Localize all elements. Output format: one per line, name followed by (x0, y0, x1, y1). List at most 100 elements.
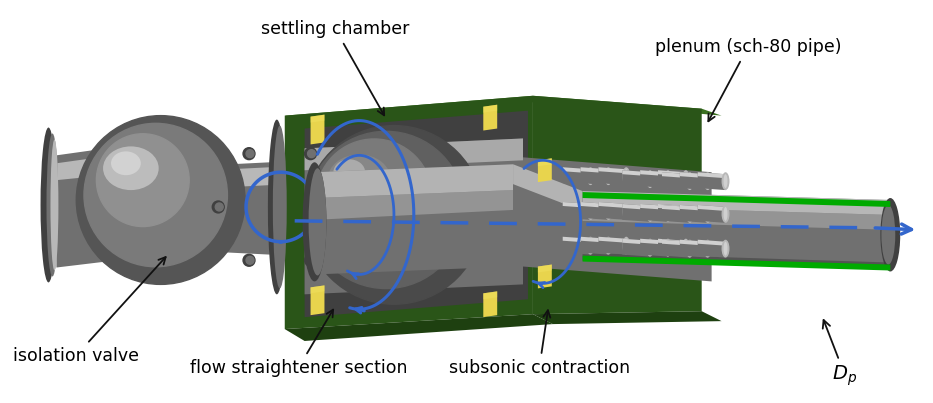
Ellipse shape (666, 241, 670, 255)
Polygon shape (582, 206, 890, 230)
Ellipse shape (272, 126, 286, 289)
Polygon shape (285, 96, 533, 329)
Circle shape (335, 201, 347, 213)
Polygon shape (311, 114, 325, 144)
Ellipse shape (47, 133, 59, 276)
Ellipse shape (882, 205, 896, 264)
Polygon shape (523, 157, 712, 281)
Circle shape (316, 139, 432, 255)
Ellipse shape (703, 205, 712, 223)
Ellipse shape (589, 169, 592, 183)
Ellipse shape (648, 241, 652, 255)
Ellipse shape (606, 204, 610, 218)
Polygon shape (533, 96, 721, 116)
Circle shape (96, 134, 189, 226)
Ellipse shape (646, 204, 654, 222)
Polygon shape (483, 291, 497, 299)
Polygon shape (680, 205, 707, 211)
Ellipse shape (606, 239, 610, 253)
Polygon shape (662, 205, 689, 223)
Polygon shape (580, 237, 608, 243)
Ellipse shape (646, 170, 654, 188)
Ellipse shape (664, 204, 672, 222)
Polygon shape (680, 172, 707, 190)
Polygon shape (680, 172, 707, 178)
Polygon shape (698, 172, 726, 190)
Ellipse shape (646, 239, 654, 257)
Polygon shape (538, 264, 551, 272)
Ellipse shape (723, 207, 728, 221)
Ellipse shape (103, 146, 159, 190)
Ellipse shape (624, 204, 628, 218)
Polygon shape (658, 170, 686, 188)
Ellipse shape (589, 239, 592, 253)
Polygon shape (658, 239, 686, 257)
Polygon shape (285, 96, 552, 120)
Ellipse shape (587, 167, 594, 185)
Circle shape (246, 150, 254, 158)
Polygon shape (304, 139, 523, 170)
Ellipse shape (705, 242, 710, 256)
Ellipse shape (686, 240, 694, 258)
Polygon shape (582, 192, 890, 207)
Ellipse shape (723, 242, 728, 256)
Ellipse shape (664, 239, 672, 257)
Polygon shape (598, 167, 626, 185)
Polygon shape (563, 202, 591, 208)
Polygon shape (680, 205, 707, 223)
Polygon shape (582, 253, 890, 270)
Polygon shape (658, 204, 686, 222)
Polygon shape (533, 311, 721, 324)
Polygon shape (513, 164, 582, 266)
Ellipse shape (688, 174, 691, 188)
Ellipse shape (705, 207, 710, 221)
Polygon shape (698, 240, 726, 246)
Text: subsonic contraction: subsonic contraction (449, 310, 630, 376)
Ellipse shape (605, 237, 612, 255)
Text: settling chamber: settling chamber (261, 21, 410, 115)
Ellipse shape (624, 169, 628, 183)
Ellipse shape (703, 172, 712, 190)
Polygon shape (563, 202, 591, 220)
Ellipse shape (682, 204, 689, 222)
Circle shape (244, 254, 255, 266)
Polygon shape (563, 237, 591, 255)
Circle shape (77, 116, 245, 285)
Circle shape (339, 203, 346, 211)
Ellipse shape (664, 170, 672, 188)
Polygon shape (311, 114, 325, 123)
Polygon shape (580, 202, 608, 220)
Polygon shape (622, 239, 650, 245)
Ellipse shape (302, 162, 327, 281)
Ellipse shape (723, 174, 728, 188)
Polygon shape (640, 170, 668, 188)
Ellipse shape (705, 174, 710, 188)
Polygon shape (56, 148, 106, 268)
Ellipse shape (721, 172, 730, 190)
Circle shape (308, 256, 315, 264)
Polygon shape (580, 202, 608, 208)
Polygon shape (563, 167, 591, 185)
Text: $D_p$: $D_p$ (823, 320, 857, 388)
Circle shape (244, 148, 255, 160)
Polygon shape (538, 158, 551, 166)
Polygon shape (640, 170, 668, 176)
Polygon shape (538, 264, 551, 289)
Polygon shape (210, 167, 270, 188)
Ellipse shape (622, 202, 630, 220)
Polygon shape (311, 285, 325, 315)
Ellipse shape (648, 172, 652, 186)
Ellipse shape (682, 239, 689, 257)
Polygon shape (658, 239, 686, 245)
Polygon shape (640, 204, 668, 210)
Ellipse shape (648, 206, 652, 220)
Polygon shape (582, 256, 890, 270)
Circle shape (308, 150, 315, 158)
Circle shape (307, 131, 465, 289)
Polygon shape (622, 170, 650, 176)
Polygon shape (598, 237, 626, 243)
Polygon shape (580, 167, 608, 185)
Circle shape (246, 256, 254, 264)
Circle shape (304, 148, 316, 160)
Polygon shape (622, 170, 650, 188)
